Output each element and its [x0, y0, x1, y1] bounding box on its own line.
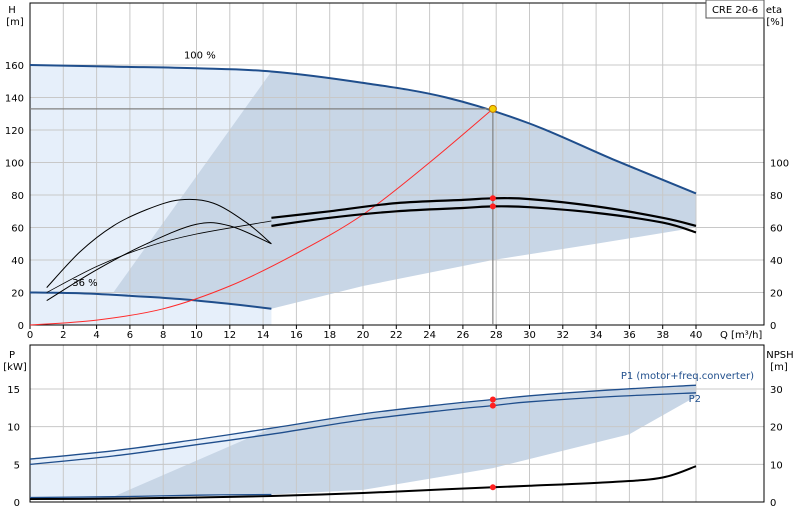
p-tick-label: 0: [14, 498, 20, 509]
y-tick-label: 100: [5, 159, 24, 170]
x-tick-label: 36: [623, 330, 636, 341]
x-tick-label: 10: [190, 330, 203, 341]
power-operating-area: [30, 385, 697, 498]
npsh-tick-label: 0: [770, 498, 776, 509]
x-tick-label: 40: [690, 330, 703, 341]
x-tick-label: 4: [93, 330, 99, 341]
power-series-line: [29, 392, 697, 465]
power-operating-area: [113, 385, 697, 497]
y-tick-label: 140: [5, 94, 24, 105]
speed-100-label: 100 %: [184, 51, 216, 62]
x-tick-label: 38: [656, 330, 669, 341]
x-tick-label: 0: [27, 330, 33, 341]
power-npsh-plot: 0 5 10 15 0 10 20 30 P[kW] NPSH[m] P1 (motor+freq.…: [3, 344, 794, 509]
y-tick-label: 20: [11, 289, 24, 300]
eta-thin-line: [46, 220, 272, 293]
p-axis-label: P: [9, 350, 15, 361]
x-tick-label: 20: [357, 330, 370, 341]
npsh-axis-unit: [m]: [770, 362, 788, 373]
x-tick-label: 12: [223, 330, 236, 341]
eta-tick-label: 40: [770, 256, 783, 267]
npsh-tick-label: 10: [770, 460, 783, 471]
power-axis-labels: 0 5 10 15 0 10 20 30 P[kW] NPSH[m] P1 (motor+freq.…: [3, 350, 793, 509]
x-tick-label: 18: [323, 330, 336, 341]
chart-title: CRE 20-6: [712, 5, 758, 16]
series-label-p1: P1 (motor+freq.converter): [621, 371, 754, 382]
y-tick-label: 80: [11, 191, 24, 202]
npsh-tick-label: 20: [770, 423, 783, 434]
x-tick-label: 32: [556, 330, 569, 341]
eta-tick-label: 20: [770, 289, 783, 300]
x-tick-label: 22: [390, 330, 403, 341]
p-tick-label: 10: [7, 423, 20, 434]
eta-tick-label: 0: [770, 321, 776, 332]
h-axis-label: H: [8, 5, 16, 16]
chart-title-box: CRE 20-6: [705, 0, 765, 19]
x-tick-label: 28: [490, 330, 503, 341]
eta-total-marker: [489, 195, 496, 202]
p-tick-label: 5: [14, 460, 20, 471]
head-curves: [29, 64, 697, 326]
npsh-tick-label: 30: [770, 385, 783, 396]
power-curves: [29, 384, 697, 500]
x-tick-label: 6: [127, 330, 133, 341]
y-tick-label: 120: [5, 126, 24, 137]
operating-area: [113, 71, 697, 309]
eta-axis-label: eta: [766, 5, 782, 16]
title-box-frame: [705, 0, 765, 19]
y-tick-label: 0: [18, 321, 24, 332]
y-tick-label: 60: [11, 224, 24, 235]
npsh-axis-label: NPSH: [766, 350, 793, 361]
eta-tick-label: 80: [770, 191, 783, 202]
x-tick-label: 8: [160, 330, 166, 341]
x-tick-label: 30: [523, 330, 536, 341]
head-efficiency-plot: 0 2 4 6 8 10 12 14 16 18 20 22 24 26 28 30 32 34 36 38 40020…: [5, 2, 789, 341]
power-plot-frame: [29, 344, 765, 503]
x-tick-label: 24: [423, 330, 436, 341]
x-tick-label: 2: [60, 330, 66, 341]
head-max-line: [29, 64, 697, 195]
eta-axis-unit: [%]: [766, 17, 783, 28]
eta-low-speed-2-line: [46, 222, 272, 302]
power-grid: [29, 344, 765, 503]
p-axis-unit: [kW]: [3, 362, 27, 373]
x-tick-label: 34: [590, 330, 603, 341]
series-label-p2: P2: [689, 394, 701, 405]
eta-pump-marker: [489, 203, 496, 210]
duty-point-marker: [488, 104, 497, 113]
x-axis-label: Q [m³/h]: [720, 330, 762, 341]
head-plot-frame: [29, 2, 765, 326]
head-min-line: [29, 291, 272, 310]
p-tick-label: 15: [7, 385, 20, 396]
speed-36-label: 36 %: [72, 278, 97, 289]
power-marker: [489, 484, 496, 491]
eta-tick-label: 100: [770, 159, 789, 170]
head-grid: [29, 2, 765, 329]
x-tick-label: 16: [290, 330, 303, 341]
p-low-speed-line: [29, 493, 272, 499]
h-axis-unit: [m]: [6, 17, 24, 28]
npsh-line: [29, 465, 697, 500]
power-marker: [489, 402, 496, 409]
x-tick-label: 26: [457, 330, 470, 341]
system-curve-line: [29, 108, 494, 326]
power-marker: [489, 396, 496, 403]
eta-tick-label: 60: [770, 224, 783, 235]
power-series-line: [29, 384, 697, 460]
y-tick-label: 160: [5, 61, 24, 72]
eta-low-speed-1-line: [46, 198, 272, 288]
head-axis-labels: 0 2 4 6 8 10 12 14 16 18 20 22 24 26 28 30 32 34 36 38 40020…: [5, 5, 789, 341]
x-tick-label: 14: [257, 330, 270, 341]
y-tick-label: 40: [11, 256, 24, 267]
